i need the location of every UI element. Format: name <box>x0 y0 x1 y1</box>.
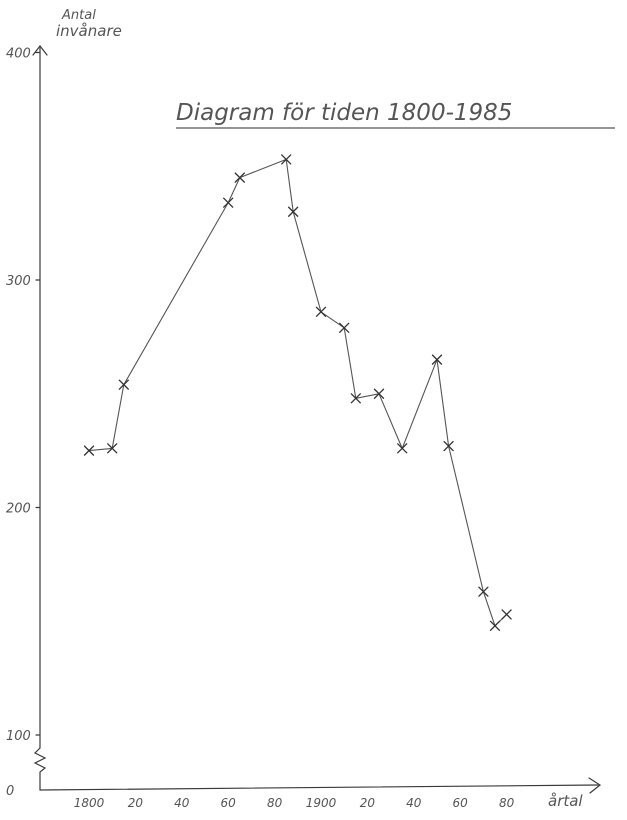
data-series <box>83 154 512 631</box>
data-point-1915 <box>350 393 361 404</box>
data-point-1810 <box>107 443 118 454</box>
data-point-1950 <box>431 354 443 365</box>
y-axis-label-line1: Antal <box>61 8 96 23</box>
data-point-1935 <box>397 443 408 454</box>
y-axis <box>33 47 47 791</box>
data-point-1980 <box>501 609 512 620</box>
y-tick-label-200: 200 <box>6 502 31 517</box>
data-point-1925 <box>373 388 385 399</box>
data-point-1800 <box>83 445 95 456</box>
x-tick-label-1840: 40 <box>174 796 190 810</box>
data-point-1860 <box>223 197 234 208</box>
y-tick-label-400: 400 <box>6 47 31 62</box>
data-point-1900 <box>315 306 327 318</box>
data-point-1888 <box>288 206 299 217</box>
x-tick-label-1860: 60 <box>221 796 237 810</box>
y-axis-arrow <box>32 45 48 56</box>
data-point-1970 <box>478 586 489 597</box>
y-tick-label-0: 0 <box>6 784 14 799</box>
y-tick-label-100: 100 <box>6 729 31 744</box>
data-point-1815 <box>118 379 129 390</box>
x-ticks: 1800 20 40 60 80 1900 20 40 60 80 <box>74 796 515 810</box>
x-tick-label-1900: 1900 <box>306 796 337 810</box>
x-tick-label-1940: 40 <box>406 796 422 810</box>
x-axis-arrow <box>588 777 602 794</box>
x-tick-label-1880: 80 <box>267 796 283 810</box>
x-tick-label-1820: 20 <box>128 796 144 810</box>
chart-title: Diagram för tiden 1800-1985 <box>176 100 512 126</box>
data-point-1975 <box>489 620 501 631</box>
y-tick-label-300: 300 <box>6 274 31 289</box>
series-line-0 <box>88 158 507 627</box>
x-tick-label-1920: 20 <box>360 796 376 810</box>
x-axis-label: årtal <box>548 792 583 810</box>
y-ticks: 400 300 200 100 0 <box>6 47 41 799</box>
data-point-1865 <box>234 172 245 183</box>
y-axis-label-line2: invånare <box>56 22 122 40</box>
x-tick-label-1960: 60 <box>453 796 469 810</box>
data-point-1885 <box>281 154 292 165</box>
x-axis <box>39 784 599 791</box>
x-tick-label-1800: 1800 <box>74 796 105 810</box>
data-point-1955 <box>443 440 454 452</box>
x-tick-label-1980: 80 <box>499 796 515 810</box>
data-point-1910 <box>339 322 350 333</box>
